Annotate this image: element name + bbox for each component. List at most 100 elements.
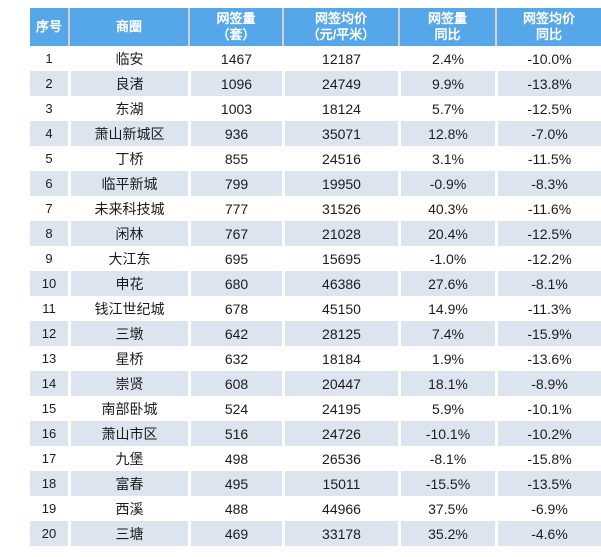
cell-price_yoy: -12.5% [495,221,601,246]
cell-district: 临平新城 [68,171,188,196]
cell-price_yoy: -15.8% [495,446,601,471]
cell-volume: 1003 [188,96,282,121]
table-row: 20 三塘 469 33178 35.2% -4.6% [30,521,601,546]
header-label-line2: 同比 [434,27,461,42]
cell-volume: 936 [188,121,282,146]
table-row: 4 萧山新城区 936 35071 12.8% -7.0% [30,121,601,146]
table-row: 10 申花 680 46386 27.6% -8.1% [30,271,601,296]
table-header-row: 序号 商圈 网签量 （套） 网签均价 （元/平米） 网签量 同比 网签均价 同比 [30,8,601,46]
cell-volume_yoy: 3.1% [398,146,495,171]
cell-avg_price: 20447 [282,371,398,396]
cell-volume: 524 [188,396,282,421]
cell-district: 丁桥 [68,146,188,171]
table-row: 12 三墩 642 28125 7.4% -15.9% [30,321,601,346]
cell-volume_yoy: 12.8% [398,121,495,146]
cell-rank: 12 [30,321,68,346]
header-label-line2: （套） [216,27,256,42]
cell-district: 富春 [68,471,188,496]
cell-volume_yoy: -8.1% [398,446,495,471]
header-cell-district: 商圈 [68,8,188,46]
table-row: 6 临平新城 799 19950 -0.9% -8.3% [30,171,601,196]
cell-volume: 680 [188,271,282,296]
cell-avg_price: 24516 [282,146,398,171]
cell-avg_price: 33178 [282,521,398,546]
cell-avg_price: 35071 [282,121,398,146]
cell-avg_price: 19950 [282,171,398,196]
cell-volume_yoy: 27.6% [398,271,495,296]
header-cell-price_yoy: 网签均价 同比 [495,8,601,46]
cell-volume_yoy: 20.4% [398,221,495,246]
table-row: 1 临安 1467 12187 2.4% -10.0% [30,46,601,71]
cell-volume: 799 [188,171,282,196]
cell-volume: 498 [188,446,282,471]
cell-district: 九堡 [68,446,188,471]
cell-volume: 632 [188,346,282,371]
table-row: 17 九堡 498 26536 -8.1% -15.8% [30,446,601,471]
cell-volume_yoy: 5.9% [398,396,495,421]
cell-volume_yoy: -0.9% [398,171,495,196]
header-label-line2: （元/平米） [306,27,376,42]
cell-volume_yoy: -15.5% [398,471,495,496]
table-body: 1 临安 1467 12187 2.4% -10.0% 2 良渚 1096 24749 9.9% -1… [30,46,601,546]
cell-district: 未来科技城 [68,196,188,221]
cell-volume_yoy: 5.7% [398,96,495,121]
cell-price_yoy: -10.1% [495,396,601,421]
cell-volume: 767 [188,221,282,246]
table-row: 14 崇贤 608 20447 18.1% -8.9% [30,371,601,396]
header-label-line1: 网签量 [427,11,467,26]
table-row: 9 大江东 695 15695 -1.0% -12.2% [30,246,601,271]
cell-rank: 3 [30,96,68,121]
cell-price_yoy: -8.9% [495,371,601,396]
cell-price_yoy: -11.6% [495,196,601,221]
table-row: 5 丁桥 855 24516 3.1% -11.5% [30,146,601,171]
cell-district: 三塘 [68,521,188,546]
cell-avg_price: 18184 [282,346,398,371]
cell-rank: 8 [30,221,68,246]
cell-volume_yoy: -10.1% [398,421,495,446]
cell-district: 申花 [68,271,188,296]
cell-volume_yoy: 2.4% [398,46,495,71]
cell-avg_price: 15695 [282,246,398,271]
cell-avg_price: 24195 [282,396,398,421]
cell-price_yoy: -13.5% [495,471,601,496]
district-signing-table: 序号 商圈 网签量 （套） 网签均价 （元/平米） 网签量 同比 网签均价 同比 1 临安 1467 1… [30,8,601,546]
cell-district: 良渚 [68,71,188,96]
cell-district: 钱江世纪城 [68,296,188,321]
cell-volume: 516 [188,421,282,446]
table-row: 11 钱江世纪城 678 45150 14.9% -11.3% [30,296,601,321]
cell-rank: 9 [30,246,68,271]
cell-rank: 15 [30,396,68,421]
cell-district: 临安 [68,46,188,71]
cell-rank: 7 [30,196,68,221]
cell-district: 大江东 [68,246,188,271]
cell-avg_price: 46386 [282,271,398,296]
cell-price_yoy: -13.8% [495,71,601,96]
cell-volume: 1467 [188,46,282,71]
cell-volume: 469 [188,521,282,546]
header-label-line1: 网签均价 [522,11,575,26]
cell-price_yoy: -10.2% [495,421,601,446]
cell-volume_yoy: 7.4% [398,321,495,346]
cell-avg_price: 21028 [282,221,398,246]
cell-district: 崇贤 [68,371,188,396]
cell-volume_yoy: 40.3% [398,196,495,221]
cell-price_yoy: -13.6% [495,346,601,371]
cell-rank: 17 [30,446,68,471]
table-row: 2 良渚 1096 24749 9.9% -13.8% [30,71,601,96]
header-cell-volume_yoy: 网签量 同比 [398,8,495,46]
cell-volume: 777 [188,196,282,221]
table-row: 16 萧山市区 516 24726 -10.1% -10.2% [30,421,601,446]
cell-volume: 695 [188,246,282,271]
cell-price_yoy: -6.9% [495,496,601,521]
cell-price_yoy: -11.3% [495,296,601,321]
header-cell-avg_price: 网签均价 （元/平米） [282,8,398,46]
cell-volume_yoy: 14.9% [398,296,495,321]
table-row: 19 西溪 488 44966 37.5% -6.9% [30,496,601,521]
cell-volume: 678 [188,296,282,321]
cell-avg_price: 28125 [282,321,398,346]
table-row: 7 未来科技城 777 31526 40.3% -11.6% [30,196,601,221]
cell-price_yoy: -12.2% [495,246,601,271]
header-label-line1: 序号 [35,19,62,34]
cell-rank: 10 [30,271,68,296]
cell-rank: 6 [30,171,68,196]
